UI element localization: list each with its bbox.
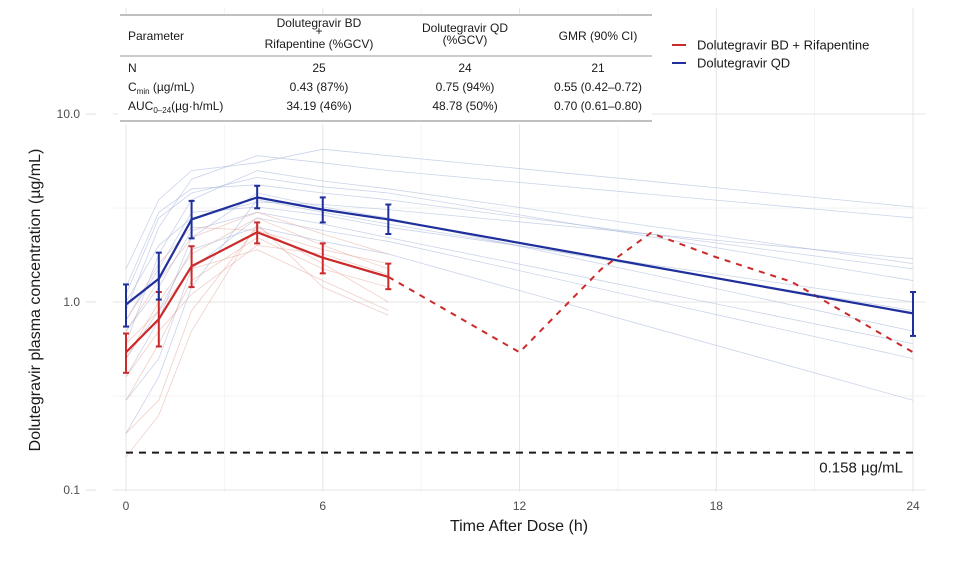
- series-line-bd-rifapentine: [125, 231, 389, 354]
- individual-profile-bd: [125, 223, 389, 458]
- table-cell: 48.78 (50%): [432, 99, 497, 113]
- legend-label: Dolutegravir BD + Rifapentine: [697, 38, 869, 53]
- table-header-cell: +: [315, 24, 322, 38]
- table-cell: 0.70 (0.61–0.80): [554, 99, 642, 113]
- x-tick-label: 12: [513, 499, 527, 513]
- series-group: [123, 184, 916, 374]
- individual-profile-bd: [125, 211, 389, 332]
- x-tick-label: 6: [319, 499, 326, 513]
- table-cell: 0.75 (94%): [436, 80, 495, 94]
- table-header-cell: Dolutegravir QD: [422, 21, 508, 35]
- series-line-bd-rifapentine-projected: [387, 231, 914, 354]
- y-tick-label: 1.0: [63, 295, 80, 309]
- table-header-cell: Dolutegravir BD: [277, 16, 362, 30]
- individual-profile-bd: [125, 244, 389, 378]
- table-cell-parameter: N: [128, 61, 137, 75]
- x-tick-label: 18: [710, 499, 724, 513]
- y-tick-label: 0.1: [63, 483, 80, 497]
- y-axis-title: Dolutegravir plasma concentration (µg/mL…: [27, 149, 44, 452]
- individual-profile-bd: [125, 226, 389, 321]
- table-cell: 34.19 (46%): [286, 99, 351, 113]
- table-header-cell: GMR (90% CI): [559, 29, 638, 43]
- reference-line-group: 0.158 µg/mL: [126, 451, 913, 477]
- table-cell-parameter: Cmin (µg/mL): [128, 80, 194, 96]
- legend-label: Dolutegravir QD: [697, 56, 790, 71]
- y-ticks: 0.1 1.0 10.0: [57, 107, 96, 497]
- table-cell-parameter: AUC0–24(µg·h/mL): [128, 99, 223, 115]
- individual-profile-bd: [125, 226, 389, 434]
- table-header-cell: Parameter: [128, 29, 184, 43]
- y-tick-label: 10.0: [57, 107, 81, 121]
- individual-profile-qd: [125, 155, 914, 311]
- individual-profile-qd: [125, 148, 914, 270]
- table-cell: 0.43 (87%): [290, 80, 349, 94]
- table-cell: 21: [591, 61, 605, 75]
- legend: Dolutegravir BD + Rifapentine Dolutegravi…: [672, 38, 869, 71]
- table-cell: 25: [312, 61, 326, 75]
- table-cell: 0.55 (0.42–0.72): [554, 80, 642, 94]
- reference-line-label: 0.158 µg/mL: [819, 460, 903, 477]
- table-cell: 24: [458, 61, 472, 75]
- x-ticks: 0 6 12 18 24: [123, 499, 920, 513]
- individual-profile-qd: [125, 176, 914, 295]
- table-background: [118, 14, 652, 124]
- individual-profile-bd: [125, 217, 389, 359]
- table-header-cell: (%GCV): [443, 33, 488, 47]
- table-header-cell: Rifapentine (%GCV): [265, 37, 374, 51]
- x-tick-label: 0: [123, 499, 130, 513]
- x-tick-label: 24: [906, 499, 920, 513]
- individual-profile-bd: [125, 249, 389, 344]
- x-axis-title: Time After Dose (h): [450, 518, 588, 535]
- summary-table: Parameter Dolutegravir BD+Rifapentine (%G…: [118, 14, 652, 124]
